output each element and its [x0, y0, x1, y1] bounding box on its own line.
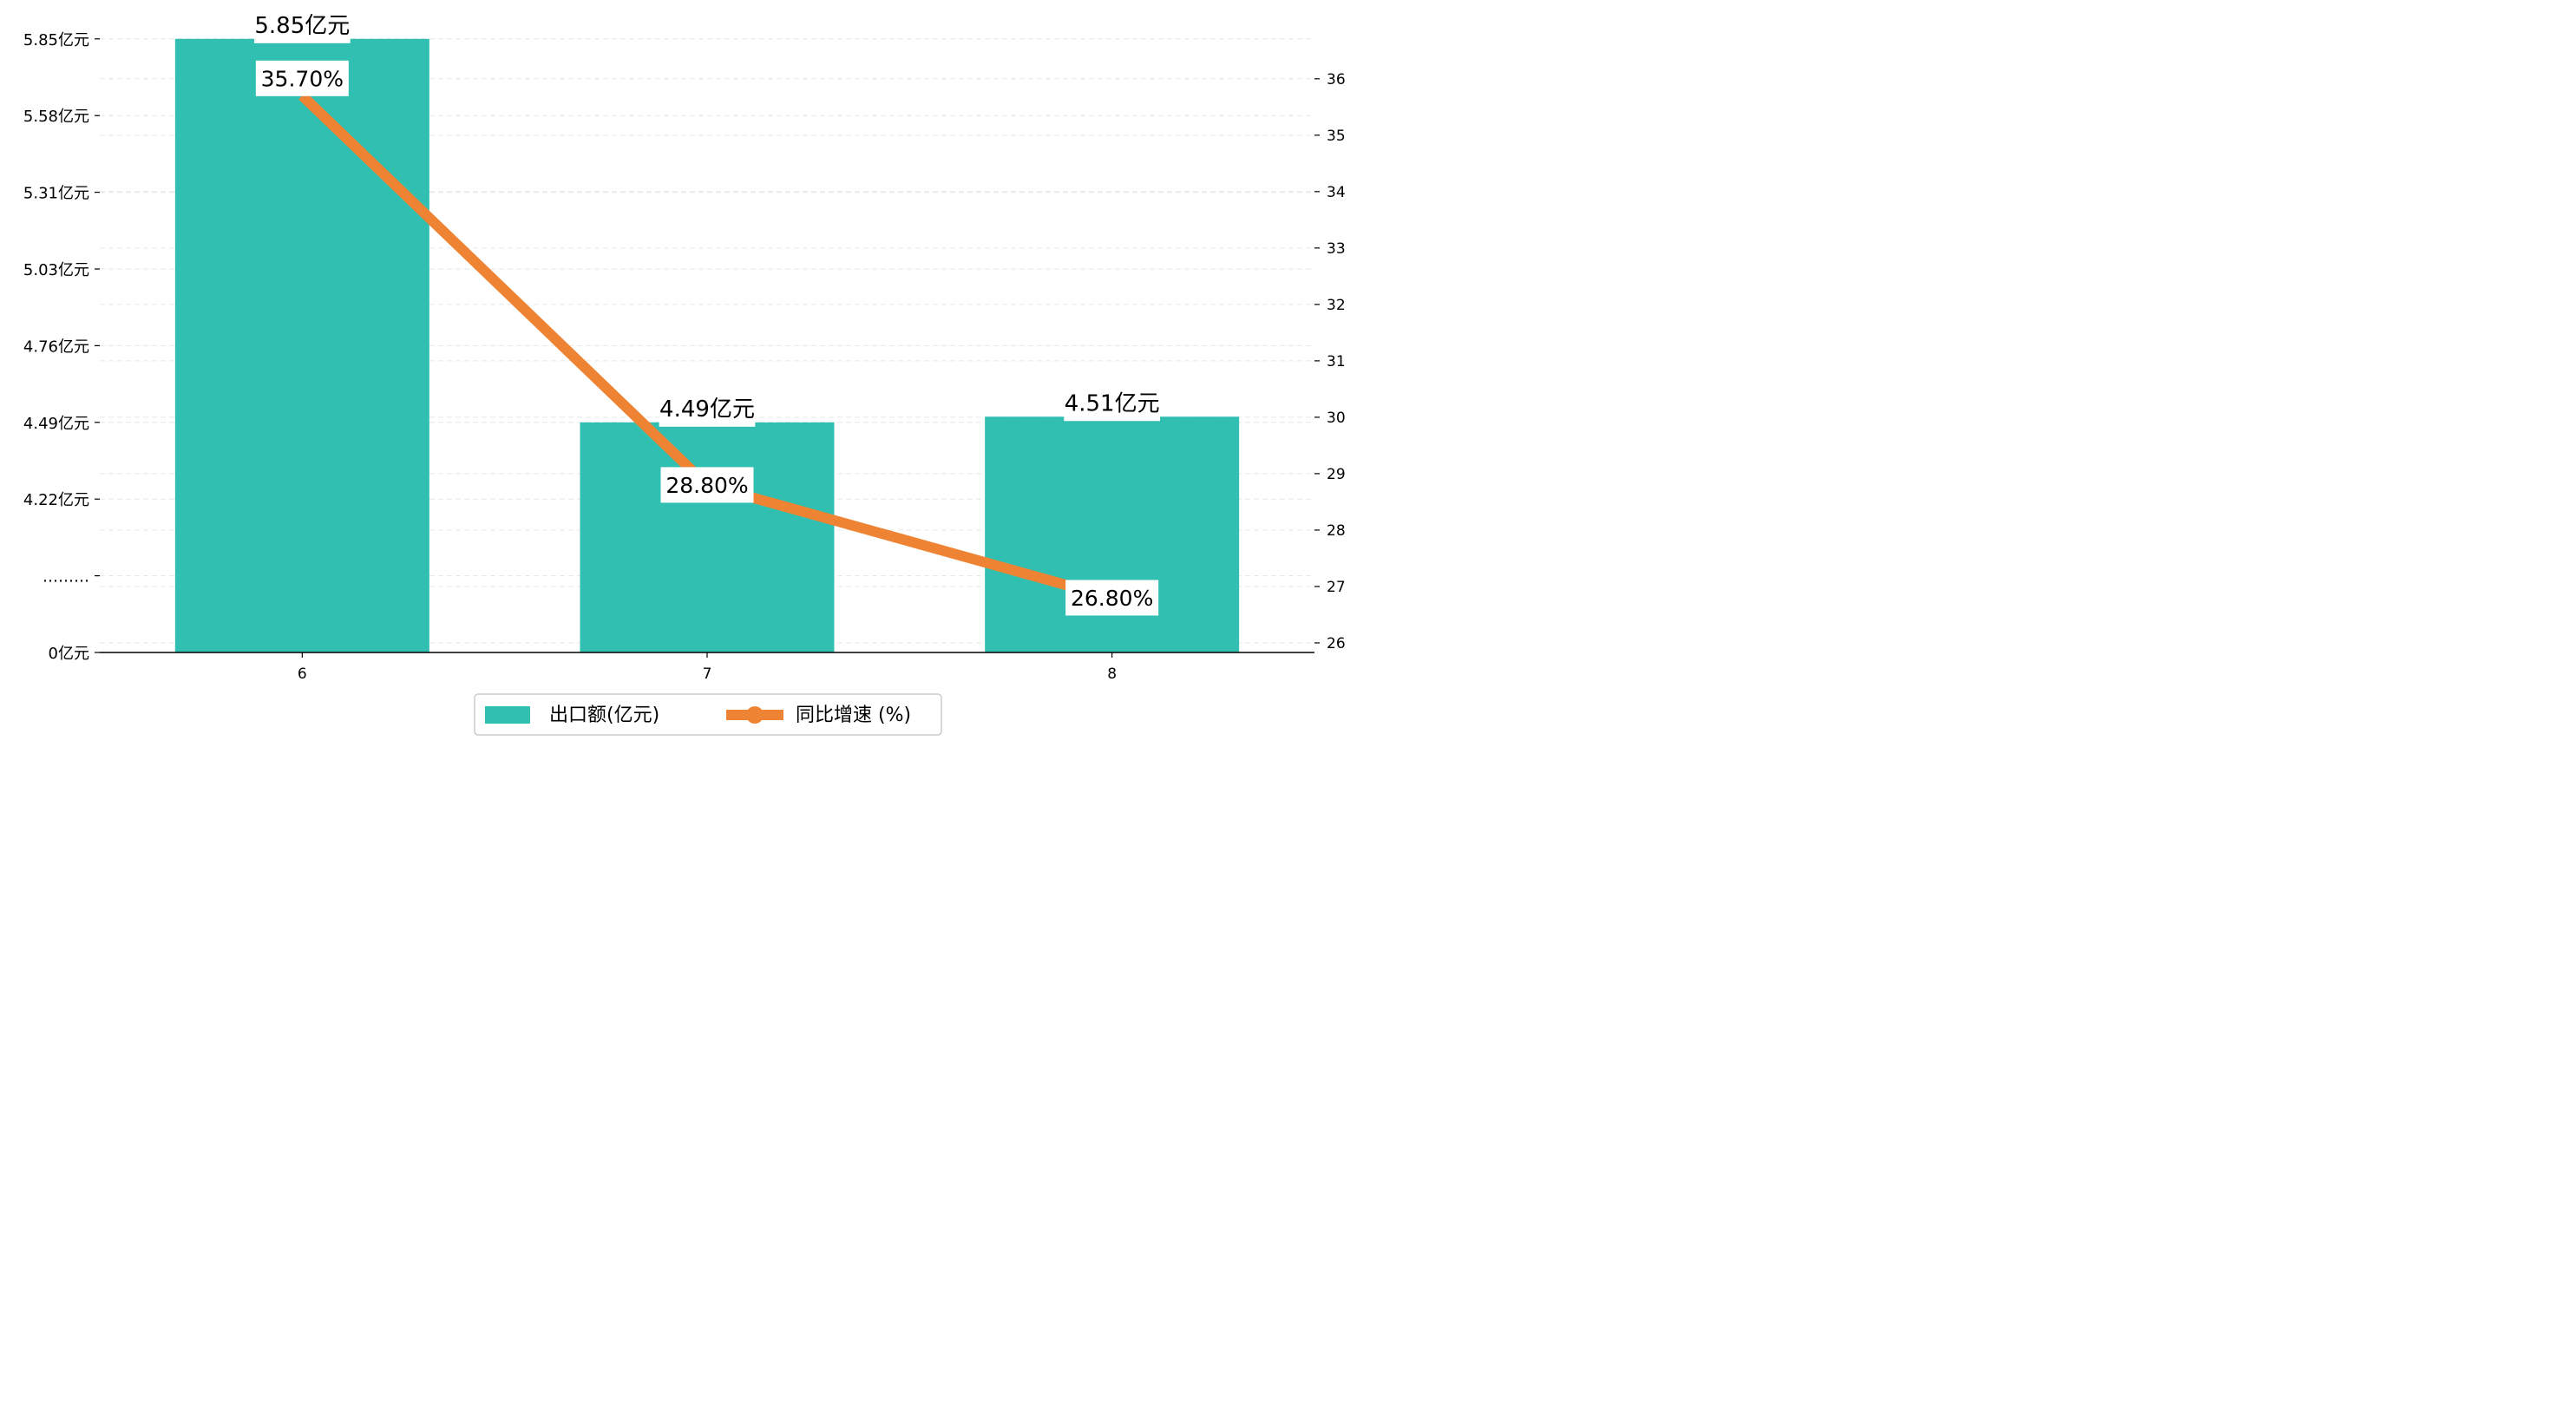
axes: 0亿元 ……… 4.22亿元 4.49亿元 4.76亿元 5.03亿元 5.31亿元 5.58…: [23, 31, 1346, 683]
bar-value-label-bg: [1064, 384, 1161, 422]
line-value-label: 35.70%: [261, 66, 344, 91]
right-tick-label: 28: [1327, 522, 1346, 540]
line-value-label: 28.80%: [665, 473, 748, 498]
left-tick-label: 4.22亿元: [23, 491, 89, 509]
bar-value-label: 4.49亿元: [659, 397, 755, 423]
right-tick-label: 32: [1327, 297, 1346, 314]
right-tick-label: 30: [1327, 410, 1346, 427]
right-tick-label: 26: [1327, 635, 1346, 652]
bar-value-label: 5.85亿元: [254, 13, 350, 39]
x-tick-label: 6: [298, 665, 307, 683]
right-tick-label: 31: [1327, 353, 1346, 370]
left-tick-label: 4.76亿元: [23, 338, 89, 356]
line-value-label-bg: [255, 60, 349, 96]
bar: [985, 416, 1240, 652]
legend-line-label: 同比增速 (%): [796, 705, 911, 726]
left-tick-label: 4.49亿元: [23, 415, 89, 433]
left-tick-label: 0亿元: [49, 645, 89, 663]
legend-bar-label: 出口额(亿元): [549, 705, 659, 726]
right-tick-label: 33: [1327, 240, 1346, 258]
right-tick-label: 29: [1327, 466, 1346, 483]
legend-line-marker: [746, 706, 764, 724]
bar-value-label-bg: [659, 390, 756, 427]
bar-value-label-bg: [253, 6, 351, 43]
right-tick-label: 27: [1327, 579, 1346, 596]
combo-chart: 0亿元 ……… 4.22亿元 4.49亿元 4.76亿元 5.03亿元 5.31亿元 5.58…: [23, 6, 1346, 736]
line-value-label-bg: [660, 467, 754, 503]
bar-value-label: 4.51亿元: [1065, 391, 1160, 417]
left-tick-label: ………: [43, 568, 89, 587]
legend: 出口额(亿元) 同比增速 (%): [474, 693, 942, 736]
left-tick-label: 5.58亿元: [23, 108, 89, 126]
chart-root: 0亿元 ……… 4.22亿元 4.49亿元 4.76亿元 5.03亿元 5.31亿元 5.58…: [0, 0, 1360, 747]
left-tick-label: 5.85亿元: [23, 31, 89, 49]
bar: [580, 422, 835, 652]
line-value-label: 26.80%: [1071, 586, 1153, 611]
legend-box: [474, 693, 942, 736]
x-tick-label: 8: [1107, 665, 1117, 683]
right-tick-label: 34: [1327, 184, 1346, 201]
x-tick-label: 7: [703, 665, 712, 683]
bar-series: [174, 38, 1240, 653]
bar: [174, 38, 429, 653]
left-tick-label: 5.31亿元: [23, 185, 89, 203]
legend-bar-swatch: [485, 706, 530, 724]
left-tick-label: 5.03亿元: [23, 261, 89, 279]
line-value-label-bg: [1065, 580, 1159, 616]
right-tick-label: 36: [1327, 71, 1346, 88]
data-labels: 5.85亿元 4.49亿元 4.51亿元 35.70% 28.80% 26.80%: [253, 6, 1161, 616]
right-tick-label: 35: [1327, 128, 1346, 145]
